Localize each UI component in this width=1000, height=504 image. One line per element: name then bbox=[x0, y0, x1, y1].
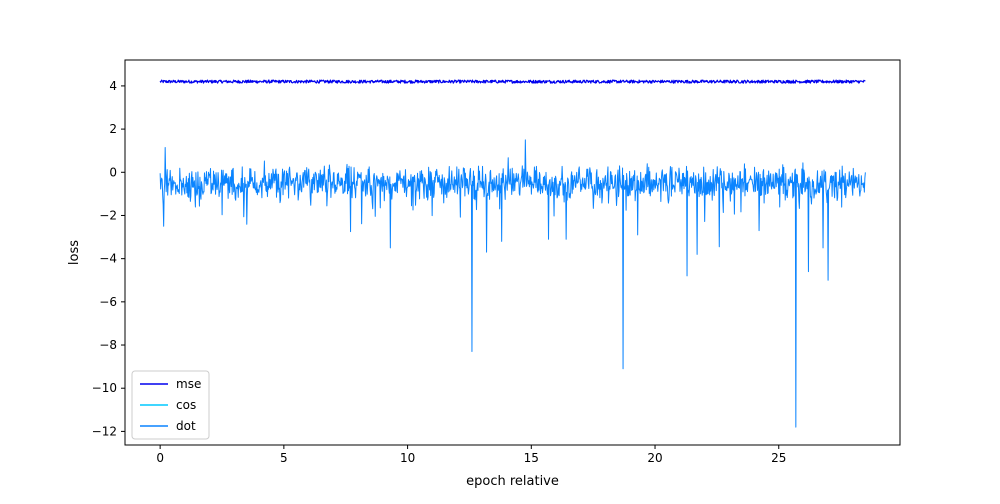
x-axis-ticks: 0 5 10 15 20 25 bbox=[156, 445, 786, 465]
x-tick-label: 20 bbox=[647, 451, 662, 465]
y-tick-label: −8 bbox=[99, 338, 117, 352]
x-tick-label: 10 bbox=[400, 451, 415, 465]
y-tick-label: −6 bbox=[99, 295, 117, 309]
y-axis-ticks: −12 −10 −8 −6 −4 −2 0 2 4 bbox=[92, 79, 125, 438]
x-tick-label: 5 bbox=[280, 451, 288, 465]
x-tick-label: 25 bbox=[771, 451, 786, 465]
y-tick-label: −10 bbox=[92, 381, 117, 395]
x-axis-label: epoch relative bbox=[466, 474, 559, 489]
y-tick-label: −2 bbox=[99, 208, 117, 222]
legend-box bbox=[131, 370, 210, 440]
series-line-mse bbox=[159, 79, 866, 84]
y-axis-label: loss bbox=[67, 240, 82, 265]
y-tick-label: 4 bbox=[109, 79, 117, 93]
legend-label-cos: cos bbox=[176, 398, 196, 412]
x-tick-label: 15 bbox=[524, 451, 539, 465]
series-layer bbox=[159, 79, 866, 428]
x-tick-label: 0 bbox=[156, 451, 164, 465]
y-tick-label: 2 bbox=[109, 122, 117, 136]
legend: mse cos dot bbox=[131, 370, 210, 440]
axes-frame bbox=[124, 59, 901, 446]
y-tick-label: −12 bbox=[92, 424, 117, 438]
y-tick-label: −4 bbox=[99, 252, 117, 266]
y-tick-label: 0 bbox=[109, 165, 117, 179]
series-line-dot bbox=[159, 139, 866, 428]
legend-label-dot: dot bbox=[176, 419, 196, 433]
legend-label-mse: mse bbox=[176, 377, 201, 391]
